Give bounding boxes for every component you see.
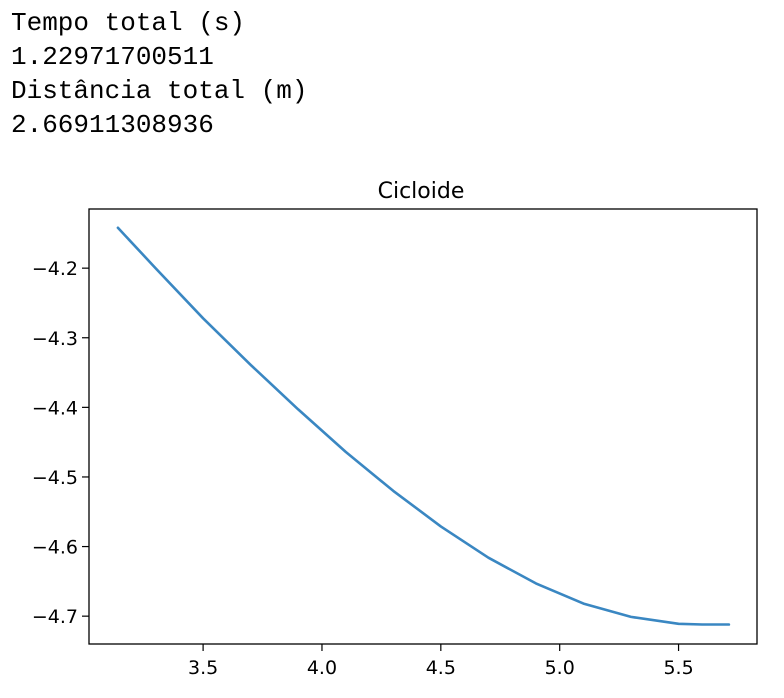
y-tick-label: −4.3	[32, 328, 78, 350]
x-tick-label: 5.5	[663, 657, 693, 679]
y-axis: −4.2 −4.3 −4.4 −4.5 −4.6 −4.7	[32, 258, 89, 628]
plot-area-frame	[88, 208, 758, 645]
x-axis: 3.5 4.0 4.5 5.0 5.5	[188, 644, 694, 679]
chart-title: Cicloide	[378, 179, 465, 204]
y-tick-label: −4.6	[32, 537, 78, 559]
x-tick-label: 3.5	[188, 657, 218, 679]
x-tick-label: 4.0	[307, 657, 337, 679]
x-tick-label: 5.0	[545, 657, 575, 679]
cicloide-chart: Cicloide 3.5 4.0 4.5 5.0 5.5 −4.2−4.3−4.4−4.…	[32, 179, 758, 679]
output-line-distancia-value: 2.66911308936	[11, 110, 214, 140]
cell-output: Tempo total (s) 1.22971700511 Distância …	[11, 6, 307, 142]
y-tick-label: −4.7	[32, 606, 78, 628]
x-tick-label: 4.5	[426, 657, 456, 679]
y-tick-label: −4.4	[32, 397, 78, 419]
series-layer	[116, 226, 731, 626]
output-line-tempo-label: Tempo total (s)	[11, 8, 246, 38]
y-tick-label: −4.2	[32, 258, 78, 280]
y-tick-label: −4.5	[32, 467, 78, 489]
output-line-tempo-value: 1.22971700511	[11, 42, 214, 72]
output-line-distancia-label: Distância total (m)	[11, 76, 308, 106]
series-line-cicloide	[116, 226, 731, 626]
